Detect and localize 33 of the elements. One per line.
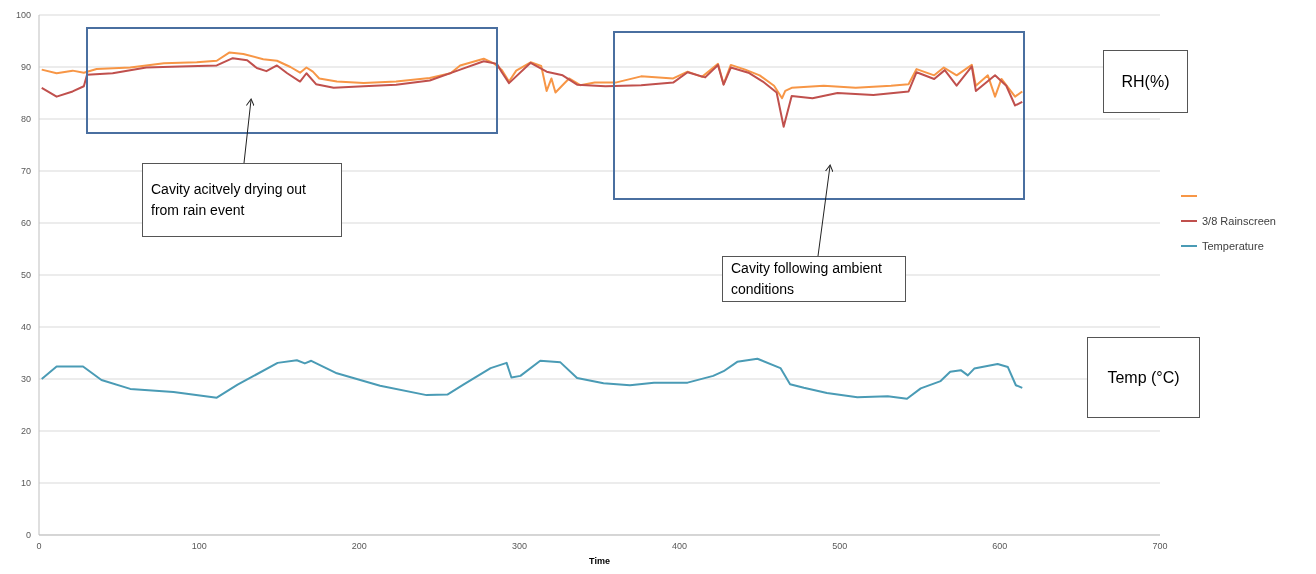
note-box: RH(%) — [1103, 50, 1188, 113]
y-tick-label: 20 — [20, 426, 31, 437]
annotation: Cavity following ambient conditions — [731, 259, 883, 299]
annotation: RH(%) — [1121, 71, 1170, 92]
x-tick-label: 0 — [36, 541, 42, 552]
y-tick-label: 10 — [20, 478, 31, 489]
y-tick-label: 70 — [20, 166, 31, 177]
note-box: Cavity following ambient conditions — [722, 256, 906, 302]
line-series — [40, 357, 1024, 400]
x-tick-label: 600 — [992, 541, 1008, 552]
y-tick-label: 100 — [15, 10, 31, 21]
note-box: Temp (°C) — [1087, 337, 1200, 418]
legend-label: Temperature — [1202, 239, 1264, 252]
line-series — [40, 51, 1024, 100]
x-tick-label: 200 — [351, 541, 367, 552]
y-tick-label: 0 — [25, 530, 31, 541]
y-tick-label: 80 — [20, 114, 31, 125]
legend-label: 3/8 Rainscreen — [1202, 214, 1276, 227]
y-tick-label: 90 — [20, 62, 31, 73]
x-tick-label: 700 — [1152, 541, 1168, 552]
note-box: Cavity acitvely drying out from rain event — [142, 163, 342, 237]
y-tick-label: 50 — [20, 270, 31, 281]
annotation: Temp (°C) — [1107, 367, 1180, 388]
x-tick-label: 400 — [672, 541, 688, 552]
y-tick-label: 60 — [20, 218, 31, 229]
x-tick-label: 500 — [832, 541, 848, 552]
y-tick-label: 30 — [20, 374, 31, 385]
x-tick-label: 100 — [191, 541, 207, 552]
x-axis-title: Time — [589, 556, 610, 566]
annotation: Cavity acitvely drying out from rain event — [151, 180, 307, 220]
x-tick-label: 300 — [511, 541, 527, 552]
y-tick-label: 40 — [20, 322, 31, 333]
line-series — [40, 57, 1024, 128]
